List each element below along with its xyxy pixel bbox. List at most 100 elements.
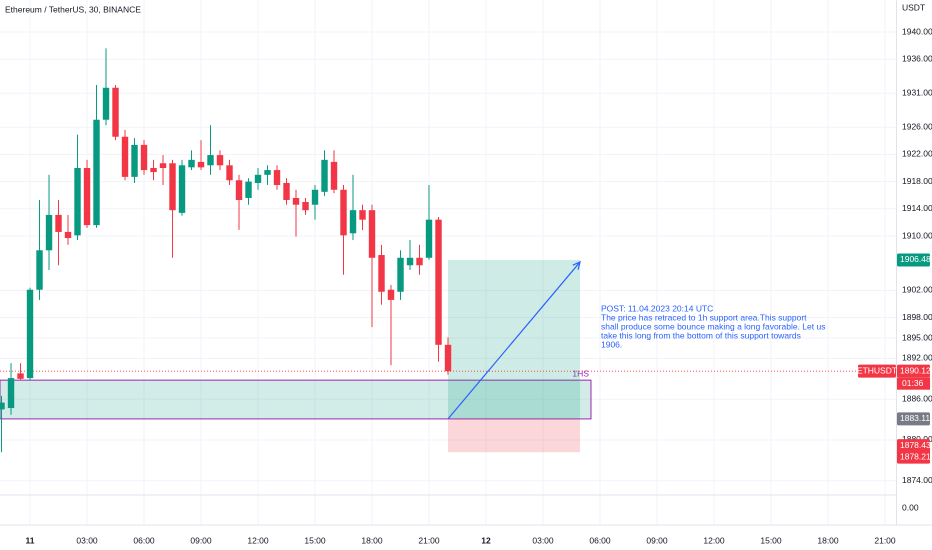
y-tick-label: 1910.00 <box>902 230 932 240</box>
x-tick-label: 09:00 <box>646 535 668 545</box>
candle-body <box>7 378 15 409</box>
y-tick-label: 1895.00 <box>902 332 932 342</box>
price-badge <box>897 364 930 378</box>
candle-body <box>235 180 243 200</box>
symbol-label: ETHUSDT <box>857 365 897 375</box>
stop-zone <box>448 418 581 453</box>
candle-body <box>55 214 62 232</box>
symbol-badge <box>858 364 896 378</box>
trend-arrow <box>447 261 581 420</box>
candle-body <box>444 344 452 372</box>
x-tick-label: 06:00 <box>133 535 155 545</box>
y-tick-label: 1914.00 <box>902 203 932 213</box>
candle-body <box>368 210 376 258</box>
y-tick-label: 1918.00 <box>902 176 932 186</box>
x-tick-label: 18:00 <box>361 535 383 545</box>
candle-body <box>406 257 414 266</box>
candle-body <box>311 189 319 205</box>
candle-body <box>102 87 110 120</box>
volume-tick-label: 0.00 <box>902 502 919 512</box>
annotation-line: shall produce some bounce making a long … <box>601 321 825 331</box>
price-badge-label: 1883.11 <box>900 413 930 423</box>
arrow-head <box>572 260 581 270</box>
x-tick-label: 09:00 <box>190 535 212 545</box>
candle-body <box>159 163 167 169</box>
y-tick-label: 1898.00 <box>902 312 932 322</box>
candle-body <box>112 87 119 137</box>
candle-body <box>349 210 357 234</box>
price-badge-label: 1906.48 <box>900 254 931 264</box>
candle-body <box>283 182 290 200</box>
x-tick-label: 03:00 <box>532 535 554 545</box>
candle-body <box>74 168 81 236</box>
y-tick-label: 1892.00 <box>902 353 932 363</box>
x-tick-label: 11 <box>26 535 35 545</box>
price-badge <box>897 412 930 426</box>
candle-body <box>330 161 338 190</box>
y-tick-label: 1874.00 <box>902 475 932 485</box>
x-tick-label: 15:00 <box>304 535 326 545</box>
zone-label: 1HS <box>572 368 589 378</box>
y-tick-label: 1926.00 <box>902 121 932 131</box>
candle-body <box>254 174 262 183</box>
candle-body <box>359 210 366 220</box>
candle-body <box>93 119 100 226</box>
price-badge <box>897 253 930 267</box>
candle-body <box>178 165 186 213</box>
currency-label: USDT <box>902 2 925 12</box>
x-tick-label: 12 <box>481 535 491 545</box>
x-tick-label: 15:00 <box>760 535 782 545</box>
support-zone <box>0 379 592 420</box>
candle-body <box>0 402 5 410</box>
price-badge <box>897 450 930 464</box>
y-tick-label: 1922.00 <box>902 149 932 159</box>
x-tick-label: 21:00 <box>418 535 440 545</box>
candle-body <box>169 163 176 211</box>
annotation-line: take this long from the bottom of this s… <box>601 330 801 340</box>
annotation-line: 1906. <box>601 339 622 349</box>
y-tick-label: 1931.00 <box>902 87 932 97</box>
candle-body <box>45 214 53 251</box>
candle-body <box>425 219 433 258</box>
candle-body <box>131 144 138 177</box>
candle-body <box>416 257 423 266</box>
x-tick-label: 03:00 <box>76 535 98 545</box>
candle-body <box>216 155 224 166</box>
candle-body <box>26 289 34 379</box>
candle-body <box>83 168 91 226</box>
candle-body <box>140 144 148 171</box>
countdown-label: 01:36 <box>902 378 924 388</box>
candle-body <box>226 165 233 181</box>
candle-body <box>302 202 309 211</box>
countdown-badge <box>897 377 930 390</box>
candle-body <box>321 159 328 192</box>
annotation-line: The price has retraced to 1h support are… <box>601 312 807 322</box>
y-tick-label: 1940.00 <box>902 26 932 36</box>
x-tick-label: 12:00 <box>247 535 269 545</box>
annotation-line: POST: 11.04.2023 20:14 UTC <box>601 303 713 313</box>
x-tick-label: 06:00 <box>589 535 611 545</box>
candle-body <box>397 257 404 292</box>
x-tick-label: 12:00 <box>703 535 725 545</box>
candle-body <box>150 168 157 173</box>
candle-body <box>121 136 129 177</box>
x-tick-label: 18:00 <box>817 535 839 545</box>
candle-body <box>435 219 442 345</box>
candle-body <box>197 161 205 168</box>
price-badge <box>897 439 930 453</box>
y-tick-label: 1902.00 <box>902 285 932 295</box>
x-tick-label: 21:00 <box>874 535 896 545</box>
candle-body <box>273 170 281 186</box>
candle-body <box>387 289 395 300</box>
candle-body <box>36 250 43 290</box>
candle-body <box>340 189 347 236</box>
price-badge-label: 1878.21 <box>900 451 931 461</box>
candle-body <box>264 170 271 175</box>
candle-body <box>188 159 195 168</box>
candle-body <box>64 231 72 239</box>
candle-body <box>17 373 24 379</box>
candle-body <box>378 255 385 292</box>
y-tick-label: 1936.00 <box>902 53 932 63</box>
